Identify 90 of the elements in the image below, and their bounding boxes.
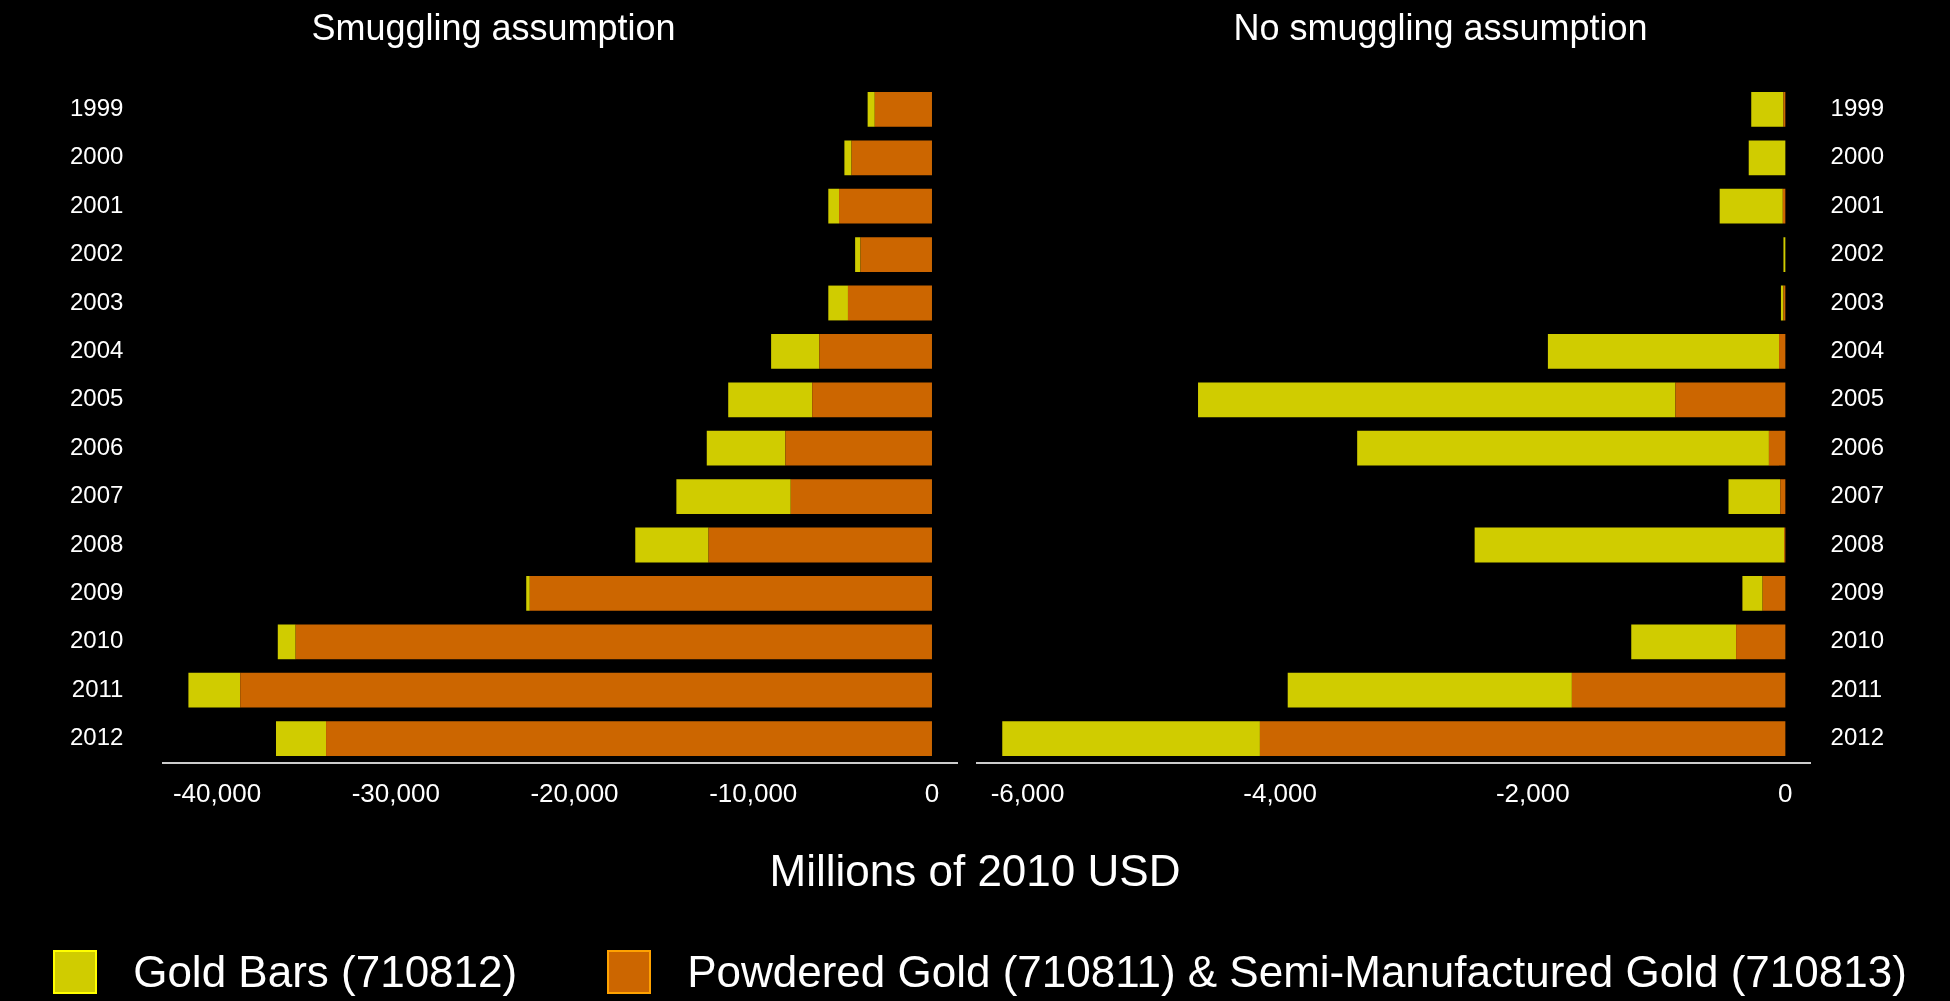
y-tick-label: 2006 [70,432,124,460]
y-tick-label: 2004 [1830,336,1884,364]
bar [1002,721,1260,757]
bar [526,575,530,611]
x-tick-label: -6,000 [990,777,1065,808]
bar [676,479,791,515]
bar [1571,672,1786,708]
y-tick-label: 2011 [71,674,124,702]
y-tick-label: 2003 [70,287,124,315]
y-tick-label: 2001 [1830,190,1884,218]
bar [1547,333,1780,369]
bar [1675,382,1786,418]
y-tick-label: 2002 [1830,239,1884,267]
y-tick-label: 1999 [70,94,124,122]
bar [1631,624,1737,660]
y-tick-label: 1999 [1830,94,1884,122]
y-tick-label: 2011 [1830,674,1883,702]
x-tick-label: -40,000 [172,777,262,808]
bar [785,430,932,466]
bar [240,672,932,708]
bar [812,382,932,418]
x-tick-label: -4,000 [1243,777,1317,808]
bar [1768,430,1786,466]
bar [728,382,813,418]
y-tick-label: 2009 [1830,578,1884,606]
bar [326,721,932,757]
x-axis-title: Millions of 2010 USD [768,846,1182,896]
y-tick-label: 2010 [70,626,124,654]
bar [295,624,932,660]
bar [1198,382,1676,418]
bar [867,91,875,127]
y-tick-label: 2008 [70,529,124,557]
bar [529,575,932,611]
bar [828,285,848,321]
bar [1719,188,1783,224]
chart-title: Smuggling assumption [311,6,676,48]
y-tick-label: 2006 [1830,432,1884,460]
y-tick-label: 2012 [70,723,124,751]
y-tick-label: 2005 [70,384,124,412]
bar [1779,333,1786,369]
bar [851,140,932,176]
bar [1751,91,1784,127]
y-tick-label: 2007 [1830,481,1884,509]
bar [819,333,932,369]
bar [706,430,786,466]
legend-label: Powdered Gold (710811) & Semi-Manufactured Gold (710813) [687,947,1907,997]
bar [1742,575,1763,611]
y-tick-label: 2004 [70,336,124,364]
y-tick-label: 2008 [1830,529,1884,557]
bar [790,479,932,515]
x-tick-label: -10,000 [709,777,798,808]
x-tick-label: -2,000 [1495,777,1570,808]
chart-title: No smuggling assumption [1233,6,1648,48]
bar [855,237,861,273]
bar [844,140,852,176]
x-tick-label: 0 [1778,777,1793,808]
y-tick-label: 2012 [1830,723,1884,751]
bar [708,527,932,563]
y-tick-label: 2002 [70,239,124,267]
x-tick-label: -20,000 [530,777,619,808]
y-tick-label: 2010 [1830,626,1884,654]
bar [1762,575,1786,611]
y-tick-label: 2000 [1830,142,1884,170]
bar [828,188,840,224]
bar [1728,479,1781,515]
x-tick-label: 0 [924,777,940,808]
x-tick-label: -30,000 [351,777,440,808]
bar [1736,624,1786,660]
bar [771,333,820,369]
y-tick-label: 2007 [70,481,124,509]
bar [277,624,296,660]
bar [860,237,932,273]
bar [1287,672,1572,708]
legend-label: Gold Bars (710812) [133,947,518,997]
bar [276,721,327,757]
bar [1474,527,1785,563]
y-tick-label: 2001 [70,190,124,218]
bar [874,91,932,127]
bar [188,672,241,708]
bar [847,285,932,321]
bar [1748,140,1786,176]
bar [839,188,932,224]
y-tick-label: 2003 [1830,287,1884,315]
y-tick-label: 2000 [70,142,124,170]
bar [1780,479,1786,515]
bar [1259,721,1786,757]
y-tick-label: 2005 [1830,384,1884,412]
bar [635,527,709,563]
bar [1357,430,1769,466]
y-tick-label: 2009 [70,578,124,606]
